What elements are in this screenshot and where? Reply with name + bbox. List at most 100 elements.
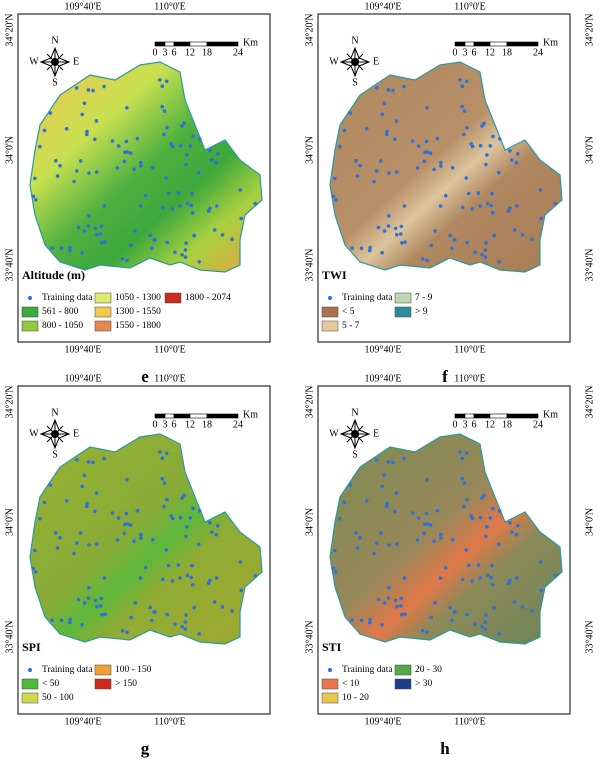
training-point [135, 136, 140, 141]
training-point [403, 612, 407, 616]
lon-label: 109°40'E [65, 373, 102, 384]
legend-label: < 50 [42, 679, 59, 689]
training-point [48, 483, 53, 487]
training-point [424, 139, 429, 144]
training-point [167, 563, 171, 568]
legend-swatch [94, 664, 112, 676]
training-point [410, 511, 415, 515]
training-point [342, 128, 347, 133]
training-point [453, 610, 457, 614]
legend-swatch [94, 678, 112, 690]
compass-s: S [352, 449, 358, 460]
training-point [359, 246, 364, 251]
training-point [82, 229, 87, 233]
training-point [180, 496, 184, 500]
legend-label: 10 - 20 [342, 693, 369, 703]
training-point [164, 548, 168, 552]
study-area [29, 61, 263, 273]
training-point [415, 166, 420, 170]
training-point [359, 618, 364, 623]
training-point [180, 253, 184, 257]
training-point [185, 573, 190, 578]
training-point [253, 201, 258, 206]
training-point [55, 174, 60, 178]
training-point [368, 248, 372, 253]
training-point [82, 601, 87, 605]
legend-label: 20 - 30 [415, 665, 442, 675]
training-point [123, 150, 127, 155]
compass-w: W [329, 428, 339, 439]
training-point [342, 500, 347, 505]
legend-swatch [394, 664, 412, 676]
training-point [75, 169, 79, 173]
scale-bar [164, 41, 175, 47]
training-point [102, 456, 106, 461]
training-point [378, 531, 383, 535]
training-point [338, 516, 342, 521]
training-point [216, 524, 220, 528]
training-point [461, 577, 465, 582]
scale-unit: Km [243, 409, 258, 420]
scale-bar [189, 41, 208, 47]
training-point [178, 204, 182, 208]
training-point [99, 596, 104, 601]
training-point [375, 86, 379, 90]
training-point [350, 246, 354, 250]
scale-bar [454, 413, 466, 419]
training-point [410, 139, 415, 143]
training-point [380, 484, 384, 489]
training-point [485, 201, 490, 206]
training-point [170, 579, 175, 583]
training-point [372, 179, 376, 184]
training-point [50, 618, 54, 622]
training-point [514, 532, 519, 537]
panel-letter: g [141, 739, 150, 758]
compass-w: W [29, 56, 39, 67]
training-point [458, 78, 462, 82]
scale-bar [473, 41, 491, 47]
training-point [484, 534, 488, 539]
training-point [164, 176, 168, 180]
training-point [476, 191, 481, 195]
training-point [402, 456, 406, 461]
training-point [75, 458, 79, 462]
training-point [125, 106, 129, 110]
training-point [87, 586, 91, 590]
training-point [220, 605, 225, 609]
training-point [461, 205, 465, 210]
training-point [510, 158, 514, 162]
training-point [458, 450, 462, 454]
training-point [364, 127, 369, 131]
legend-label: Training data [42, 665, 93, 675]
scale-label: 18 [502, 419, 512, 430]
training-point [133, 229, 137, 233]
lat-label: 34°20'N [4, 385, 15, 418]
training-point [197, 509, 202, 513]
training-point [150, 246, 154, 251]
lon-label: 110°0'E [454, 344, 486, 355]
legend-swatch [21, 306, 39, 318]
training-point [189, 203, 193, 208]
training-point [102, 84, 106, 89]
compass-n: N [51, 35, 58, 46]
training-point [334, 570, 338, 574]
legend-label: < 5 [342, 307, 355, 317]
training-point [416, 144, 421, 148]
legend-label: 1550 - 1800 [115, 321, 161, 331]
training-point [94, 542, 99, 546]
training-point [93, 509, 97, 514]
training-point [94, 491, 99, 495]
scale-bar [173, 413, 191, 419]
training-point [68, 620, 72, 625]
legend-swatch [394, 678, 412, 690]
training-point [80, 484, 84, 489]
legend-swatch [94, 320, 112, 332]
lat-label: 33°40'N [4, 248, 15, 281]
training-point [54, 159, 58, 163]
lon-label: 110°0'E [154, 344, 186, 355]
training-point [423, 150, 427, 155]
training-point [488, 144, 493, 148]
legend-label: Training data [342, 293, 393, 303]
training-point [386, 224, 391, 228]
training-point [116, 516, 121, 520]
